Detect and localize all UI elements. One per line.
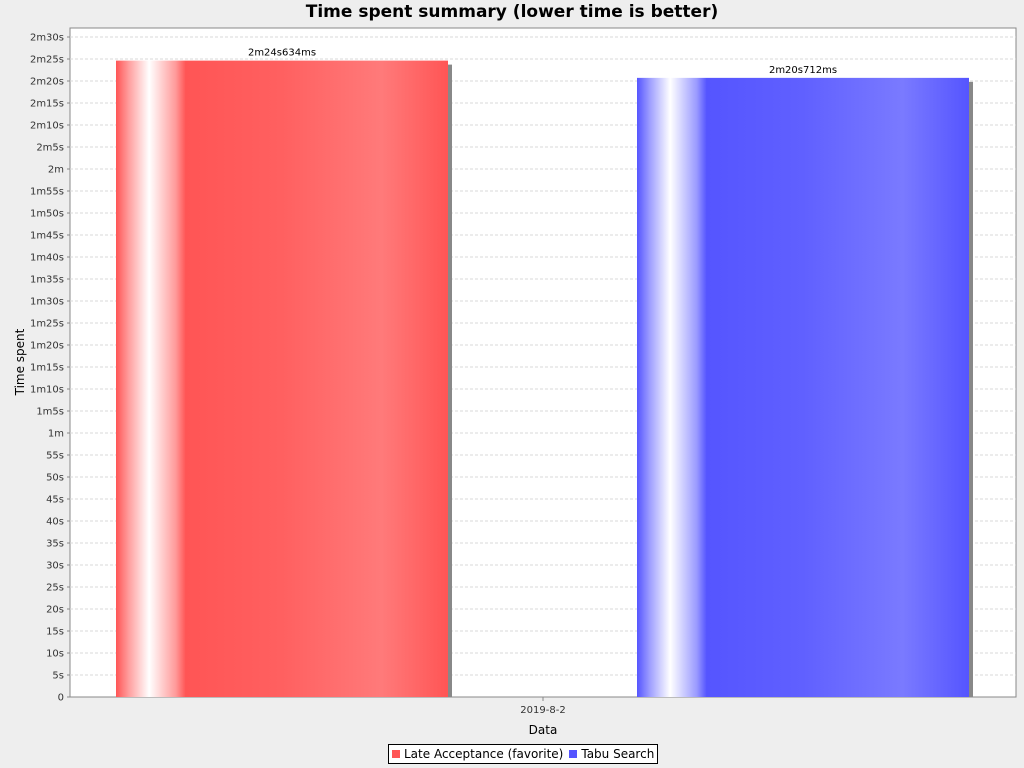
y-tick-label: 1m: [48, 429, 64, 440]
legend: Late Acceptance (favorite) Tabu Search: [388, 744, 659, 764]
y-tick-label: 1m15s: [30, 363, 64, 374]
y-axis: 0 5s 10s 15s 20s 25s 30s 35s 40s 45s 50s 55s 1m 1m5s 1…: [30, 33, 70, 704]
y-tick-label: 1m25s: [30, 319, 64, 330]
y-tick-label: 1m35s: [30, 275, 64, 286]
y-tick-label: 55s: [46, 451, 64, 462]
y-tick-label: 1m40s: [30, 253, 64, 264]
data-label-late-acceptance: 2m24s634ms: [248, 48, 316, 59]
bars: 2m24s634ms 2m20s712ms: [116, 48, 973, 698]
y-tick-label: 20s: [46, 605, 64, 616]
y-tick-label: 2m15s: [30, 99, 64, 110]
y-tick-label: 1m45s: [30, 231, 64, 242]
y-tick-label: 10s: [46, 649, 64, 660]
y-tick-label: 1m5s: [36, 407, 64, 418]
y-tick-label: 35s: [46, 539, 64, 550]
y-tick-label: 2m25s: [30, 55, 64, 66]
y-tick-label: 1m55s: [30, 187, 64, 198]
bar-late-acceptance: [116, 60, 448, 697]
chart-title: Time spent summary (lower time is better…: [305, 2, 719, 22]
y-tick-label: 15s: [46, 627, 64, 638]
legend-swatch-tabu-search: [569, 750, 578, 758]
y-axis-label: Time spent: [13, 328, 27, 396]
y-tick-label: 2m20s: [30, 77, 64, 88]
y-tick-label: 0: [58, 693, 64, 704]
y-tick-label: 5s: [52, 671, 64, 682]
y-tick-label: 1m50s: [30, 209, 64, 220]
y-tick-label: 45s: [46, 495, 64, 506]
y-tick-label: 2m10s: [30, 121, 64, 132]
y-tick-label: 2m: [48, 165, 64, 176]
x-axis-label: Data: [528, 723, 558, 737]
legend-label-tabu-search: Tabu Search: [581, 747, 655, 761]
legend-swatch-late-acceptance: [392, 750, 400, 758]
legend-item-tabu-search: Tabu Search: [569, 747, 654, 761]
x-tick-label: 2019-8-2: [520, 705, 565, 716]
y-tick-label: 25s: [46, 583, 64, 594]
bar-tabu-search: [637, 77, 969, 698]
y-tick-label: 40s: [46, 517, 64, 528]
legend-item-late-acceptance: Late Acceptance (favorite): [392, 747, 563, 761]
legend-label-late-acceptance: Late Acceptance (favorite): [404, 747, 564, 761]
x-axis: 2019-8-2: [520, 697, 566, 716]
y-tick-label: 1m30s: [30, 297, 64, 308]
y-tick-label: 1m20s: [30, 341, 64, 352]
y-tick-label: 50s: [46, 473, 64, 484]
y-tick-label: 2m5s: [36, 143, 64, 154]
y-tick-label: 30s: [46, 561, 64, 572]
y-tick-label: 2m30s: [30, 33, 64, 44]
y-tick-label: 1m10s: [30, 385, 64, 396]
data-label-tabu-search: 2m20s712ms: [769, 65, 837, 76]
